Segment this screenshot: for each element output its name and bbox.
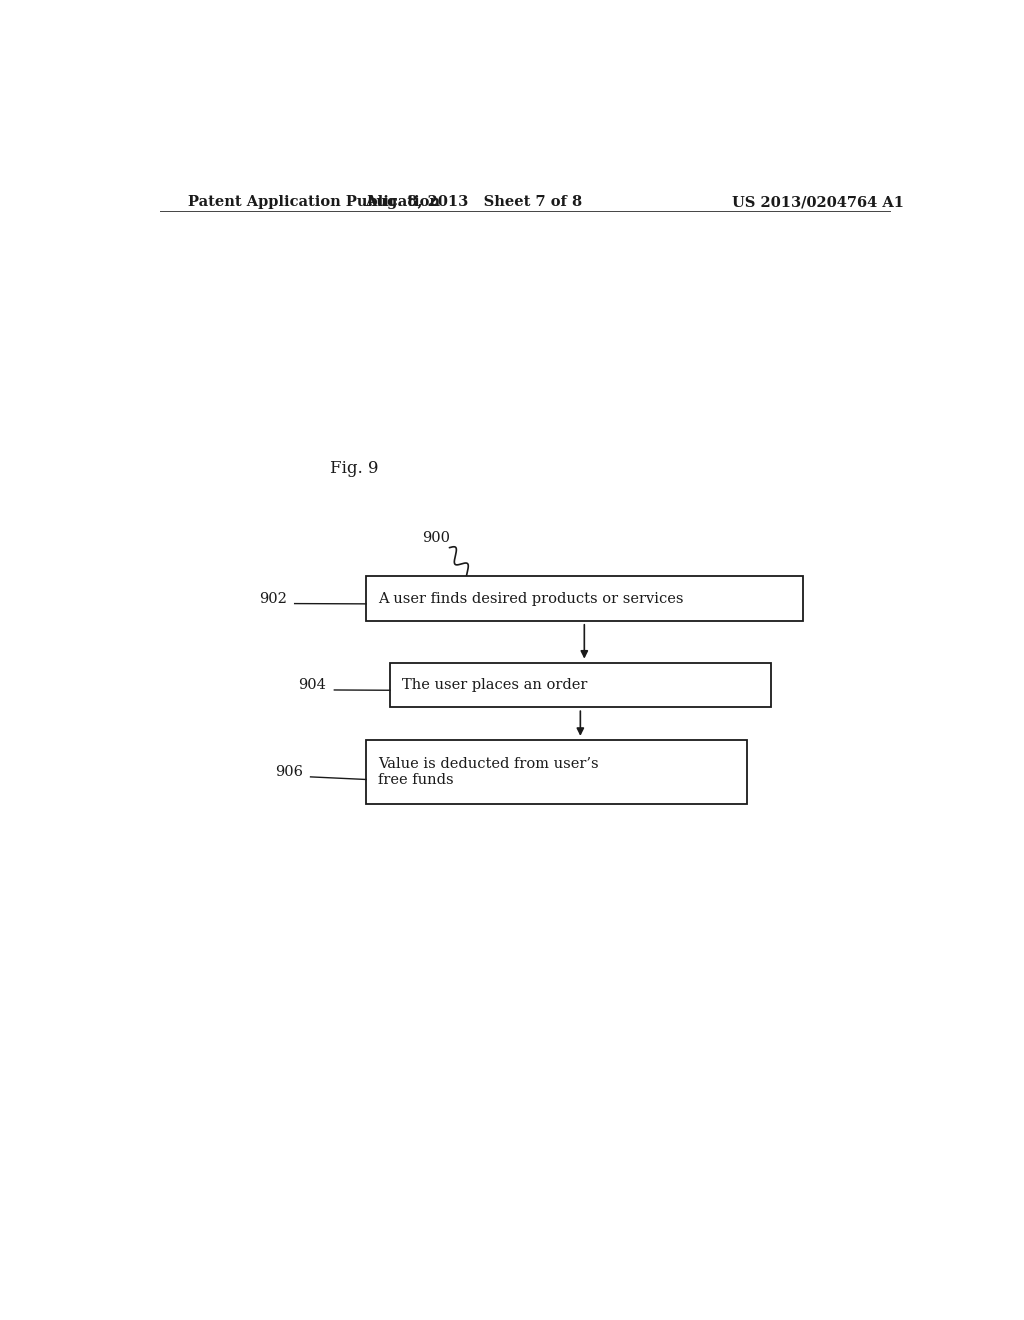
Text: 900: 900 [422,531,450,545]
Text: A user finds desired products or services: A user finds desired products or service… [378,591,683,606]
Text: Fig. 9: Fig. 9 [331,459,379,477]
Text: Patent Application Publication: Patent Application Publication [187,195,439,209]
Text: 902: 902 [259,591,287,606]
Text: Aug. 8, 2013   Sheet 7 of 8: Aug. 8, 2013 Sheet 7 of 8 [365,195,582,209]
Text: Value is deducted from user’s
free funds: Value is deducted from user’s free funds [378,756,599,787]
Text: 904: 904 [299,678,327,692]
Text: The user places an order: The user places an order [401,678,587,692]
Bar [390,663,771,708]
Bar [367,576,803,620]
Bar [367,739,748,804]
Text: US 2013/0204764 A1: US 2013/0204764 A1 [732,195,904,209]
Text: 906: 906 [274,764,303,779]
